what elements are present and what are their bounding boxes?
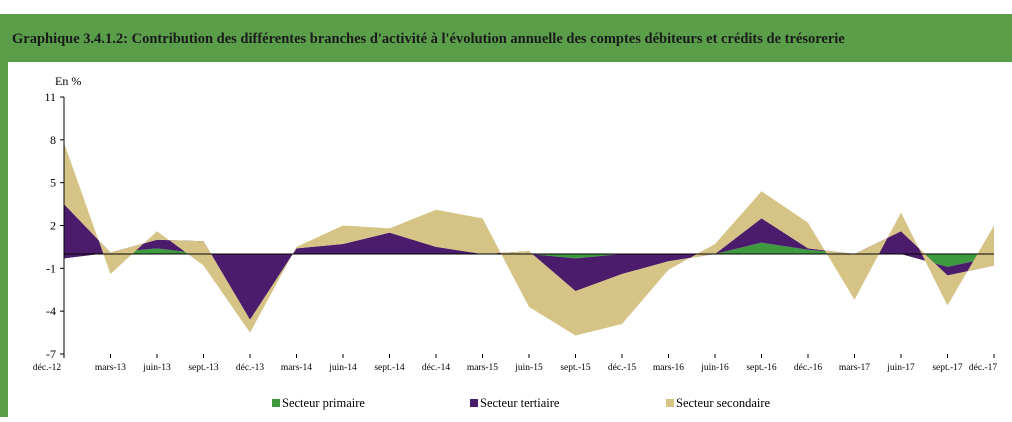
area — [64, 204, 994, 320]
x-tick-label: mars-17 — [839, 363, 870, 373]
x-tick-label: déc.-14 — [422, 363, 450, 373]
y-axis-label: En % — [55, 74, 81, 88]
legend-label: Secteur secondaire — [676, 396, 771, 410]
y-tick-label: 5 — [50, 176, 56, 190]
side-strip — [0, 62, 8, 417]
x-tick-label: déc.-16 — [794, 363, 822, 373]
y-tick-label: 11 — [44, 90, 56, 104]
x-tick-label: mars-13 — [95, 363, 126, 373]
area — [64, 242, 994, 267]
chart-title: Graphique 3.4.1.2: Contribution des diff… — [12, 31, 845, 47]
y-tick-label: -7 — [46, 347, 56, 361]
x-tick-label: sept.-15 — [560, 363, 591, 373]
x-tick-label: déc.-17 — [969, 363, 997, 373]
legend-label: Secteur primaire — [282, 396, 365, 410]
y-tick-label: 8 — [50, 133, 56, 147]
y-tick-label: -1 — [46, 261, 56, 275]
x-tick-label: sept.-16 — [746, 363, 777, 373]
y-tick-label: 2 — [50, 219, 56, 233]
x-tick-label: juin-15 — [514, 363, 543, 373]
x-tick-label: mars-16 — [653, 363, 684, 373]
x-tick-label: sept.-14 — [374, 363, 405, 373]
x-tick-label: déc.-12 — [33, 363, 61, 373]
x-tick-label: mars-14 — [281, 363, 312, 373]
x-tick-label: sept.-17 — [932, 363, 963, 373]
x-tick-label: sept.-13 — [188, 363, 219, 373]
x-tick-label: juin-13 — [142, 363, 171, 373]
area — [64, 142, 994, 336]
legend-label: Secteur tertiaire — [480, 396, 560, 410]
legend-swatch — [666, 399, 674, 407]
x-tick-label: juin-17 — [886, 363, 915, 373]
x-tick-label: déc.-15 — [608, 363, 636, 373]
title-bar — [0, 14, 1012, 62]
legend-swatch — [272, 399, 280, 407]
x-tick-label: juin-16 — [700, 363, 729, 373]
y-tick-label: -4 — [46, 304, 56, 318]
x-tick-label: déc.-13 — [236, 363, 264, 373]
x-tick-label: juin-14 — [328, 363, 357, 373]
x-tick-label: mars-15 — [467, 363, 498, 373]
legend-swatch — [470, 399, 478, 407]
